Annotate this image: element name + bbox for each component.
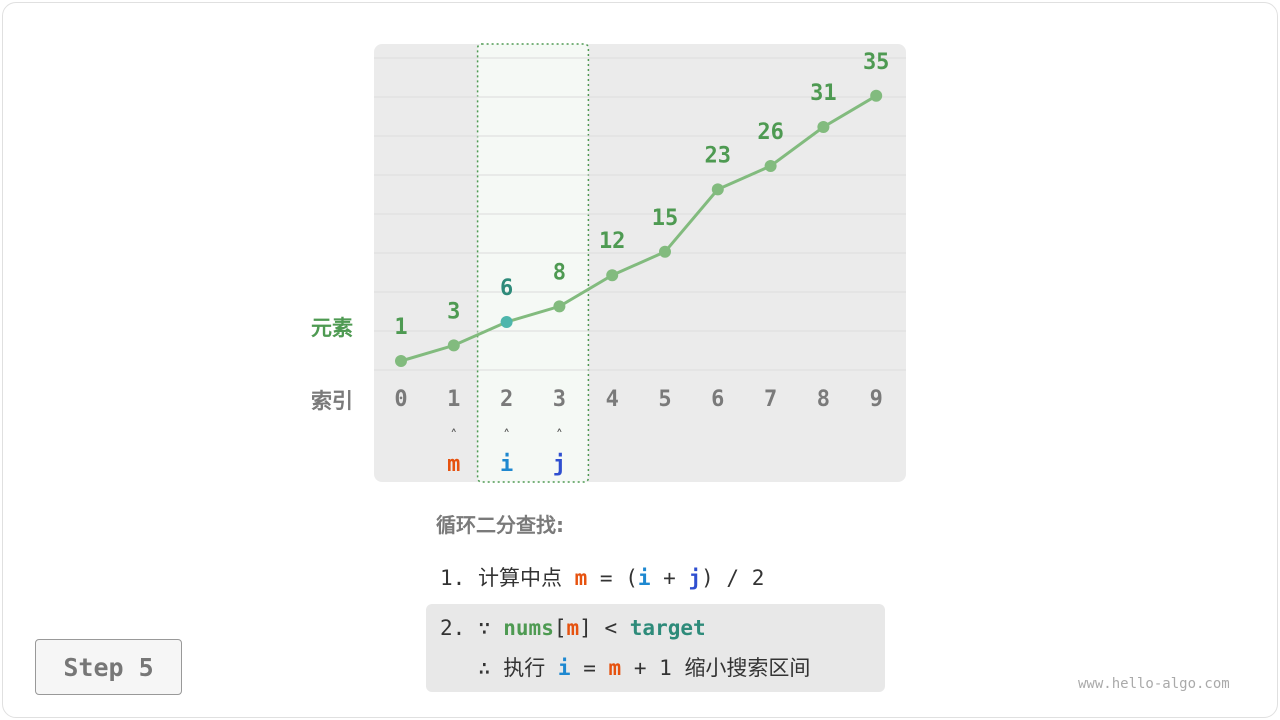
because-symbol: ∵: [477, 616, 491, 640]
value-label: 15: [652, 206, 679, 231]
highlighted-step-box: [426, 604, 885, 692]
var-i: i: [557, 656, 571, 680]
value-label: 31: [810, 81, 837, 106]
var-m: m: [574, 566, 588, 590]
step-button[interactable]: Step 5: [35, 639, 182, 695]
index-label: 1: [447, 387, 460, 412]
text: 执行: [503, 656, 546, 680]
text: = (: [599, 566, 638, 590]
pointer-arrow-icon: ˄: [556, 428, 563, 444]
pointer-arrow-icon: ˄: [450, 428, 457, 444]
index-label: 7: [764, 387, 777, 412]
therefore-symbol: ∴: [477, 656, 491, 680]
step-line-3: ∴ 执行 i = m + 1 缩小搜索区间: [440, 652, 811, 682]
index-label: 0: [394, 387, 407, 412]
text: ]: [579, 616, 592, 640]
var-j: j: [688, 566, 702, 590]
var-target: target: [629, 616, 706, 640]
watermark: www.hello-algo.com: [1078, 676, 1230, 692]
value-label: 35: [863, 50, 890, 75]
step-line-1: 1. 计算中点 m = (i + j) / 2: [440, 562, 764, 592]
text: [: [553, 616, 567, 640]
index-label: 9: [870, 387, 883, 412]
var-m: m: [608, 656, 622, 680]
value-label: 8: [553, 260, 566, 285]
data-point: [817, 121, 830, 133]
pointer-arrow-icon: ˄: [503, 428, 510, 444]
value-label: 26: [757, 120, 784, 145]
index-label: 5: [658, 387, 671, 412]
pointer-m: m: [447, 452, 460, 477]
value-label: 1: [394, 315, 407, 340]
step-line-2: 2. ∵ nums[m] < target: [440, 616, 706, 640]
var-i: i: [637, 566, 651, 590]
text: + 1: [633, 656, 672, 680]
var-nums: nums: [503, 616, 554, 640]
data-point: [395, 355, 407, 367]
text: ) / 2: [701, 566, 765, 590]
search-interval-highlight: [476, 43, 590, 483]
data-point: [764, 160, 777, 172]
data-point: [659, 245, 671, 258]
line-number: 2.: [440, 616, 466, 640]
series-line: [400, 94, 877, 363]
data-point: [500, 316, 513, 328]
value-label: 12: [599, 229, 626, 254]
index-label: 3: [553, 387, 566, 412]
text: =: [583, 656, 596, 680]
line-number: 1.: [440, 566, 466, 590]
pointer-j: j: [553, 452, 566, 477]
data-point: [447, 339, 460, 352]
algorithm-heading: 循环二分查找:: [436, 513, 564, 537]
value-label: 6: [500, 276, 513, 301]
text: +: [663, 566, 676, 590]
data-point: [553, 300, 566, 313]
text: 计算中点: [477, 566, 562, 590]
text: 缩小搜索区间: [684, 656, 811, 680]
values-row-label: 元素: [311, 316, 353, 340]
value-label: 23: [705, 143, 732, 168]
data-point: [606, 269, 619, 282]
index-label: 8: [817, 387, 830, 412]
index-label: 2: [500, 387, 513, 412]
index-label: 6: [711, 387, 724, 412]
pointer-i: i: [500, 452, 513, 477]
indices-row-label: 索引: [311, 389, 353, 413]
value-label: 3: [447, 299, 460, 324]
data-point: [870, 89, 883, 102]
text: <: [604, 616, 618, 640]
var-m: m: [566, 616, 580, 640]
index-label: 4: [606, 387, 619, 412]
data-point: [711, 183, 724, 196]
